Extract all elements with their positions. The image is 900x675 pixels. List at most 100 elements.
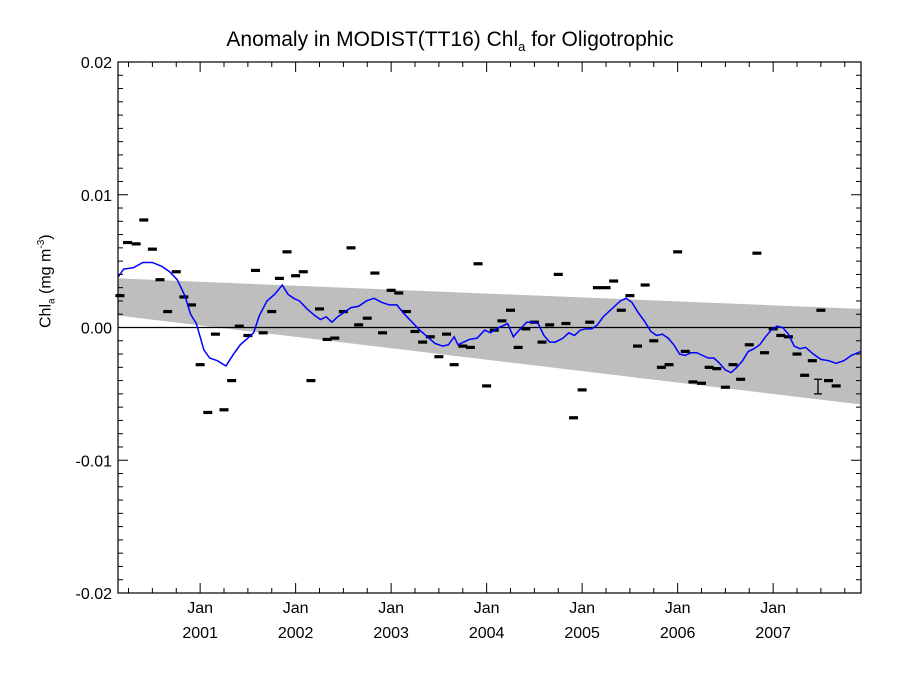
monthly-point [506, 308, 516, 312]
x-tick-year-label: 2002 [278, 625, 314, 642]
monthly-point [592, 286, 602, 290]
monthly-point [291, 274, 301, 278]
x-tick-year-label: 2004 [469, 625, 505, 642]
monthly-point [783, 335, 793, 339]
monthly-point [362, 316, 372, 320]
x-tick-year-label: 2006 [660, 625, 696, 642]
monthly-point [800, 373, 810, 377]
monthly-point [625, 294, 635, 298]
monthly-point [370, 271, 380, 275]
monthly-point [203, 410, 213, 415]
monthly-point [640, 283, 650, 287]
monthly-point [537, 340, 547, 344]
monthly-point [465, 345, 475, 350]
monthly-point [521, 327, 531, 331]
monthly-point [656, 365, 666, 369]
x-tick-month-label: Jan [283, 600, 309, 617]
monthly-point [346, 246, 356, 250]
monthly-point [482, 384, 492, 388]
monthly-point [697, 381, 707, 385]
chart-title-subscript: a [518, 39, 526, 55]
monthly-point [195, 363, 205, 367]
monthly-point [673, 250, 683, 254]
monthly-point [298, 270, 308, 274]
monthly-point [123, 240, 133, 245]
monthly-point [179, 295, 189, 299]
y-tick-label: 0.01 [81, 188, 112, 205]
monthly-point [378, 331, 388, 335]
chart-title-main: Anomaly in MODIST(TT16) Chl [226, 28, 519, 51]
monthly-point [792, 352, 802, 356]
monthly-point [274, 276, 284, 280]
smoothed-anomaly-line [117, 261, 862, 374]
monthly-point [680, 349, 690, 353]
monthly-point [704, 365, 714, 369]
monthly-point [187, 303, 197, 307]
monthly-point [816, 308, 826, 312]
x-tick-month-label: Jan [569, 600, 595, 617]
monthly-point [807, 359, 817, 363]
monthly-point [410, 329, 420, 334]
monthly-point [267, 309, 277, 314]
monthly-point [306, 379, 316, 383]
monthly-point [394, 291, 404, 295]
monthly-point [712, 367, 722, 371]
monthly-point [831, 384, 841, 388]
monthly-point [243, 333, 253, 338]
x-tick-month-label: Jan [665, 600, 691, 617]
monthly-point [219, 408, 229, 412]
monthly-point [577, 388, 587, 392]
monthly-point [139, 218, 149, 222]
monthly-point [425, 335, 435, 339]
y-tick-label: -0.02 [76, 586, 113, 603]
monthly-point [418, 340, 428, 344]
monthly-point [251, 268, 261, 273]
monthly-point [171, 270, 181, 274]
y-tick-label: 0.00 [81, 321, 112, 338]
monthly-point [585, 320, 595, 324]
y-axis-ticks: 0.02 0.01 0.00 -0.01 -0.02 [76, 55, 861, 603]
monthly-point [649, 339, 659, 343]
x-tick-year-label: 2007 [755, 625, 791, 642]
chart-title-end: for Oligotrophic [525, 28, 674, 51]
monthly-point [210, 332, 220, 336]
monthly-point [282, 250, 292, 254]
monthly-point [386, 288, 396, 292]
monthly-point [458, 344, 468, 348]
monthly-point [330, 336, 340, 340]
monthly-point [776, 333, 786, 338]
x-tick-month-label: Jan [760, 600, 786, 617]
monthly-point [115, 294, 125, 298]
monthly-point [442, 332, 452, 336]
monthly-point [434, 355, 444, 359]
x-tick-year-label: 2005 [564, 625, 600, 642]
monthly-point [728, 363, 738, 367]
x-tick-year-label: 2003 [373, 625, 409, 642]
x-axis-ticks: Jan 2001 Jan 2002 Jan 2003 Jan 2004 Jan 2005 Jan 20… [128, 62, 846, 642]
monthly-point [609, 279, 619, 283]
monthly-point [315, 307, 325, 311]
monthly-point [227, 379, 237, 383]
monthly-point [601, 286, 611, 290]
y-tick-label: -0.01 [76, 453, 113, 470]
monthly-point [824, 379, 834, 383]
y-tick-label: 0.02 [81, 55, 112, 72]
x-tick-month-label: Jan [187, 600, 213, 617]
monthly-point [664, 363, 674, 367]
monthly-point [545, 323, 555, 327]
monthly-point [354, 323, 364, 327]
monthly-point [258, 331, 268, 335]
monthly-points-layer [115, 218, 841, 420]
monthly-point [473, 262, 483, 266]
x-tick-month-label: Jan [378, 600, 404, 617]
monthly-point [616, 308, 626, 312]
monthly-point [497, 319, 507, 323]
monthly-point [338, 309, 348, 314]
monthly-point [553, 272, 563, 276]
monthly-point [131, 242, 141, 246]
monthly-point [234, 324, 244, 328]
monthly-point [163, 309, 173, 314]
monthly-point [760, 351, 770, 355]
monthly-point [744, 343, 754, 347]
